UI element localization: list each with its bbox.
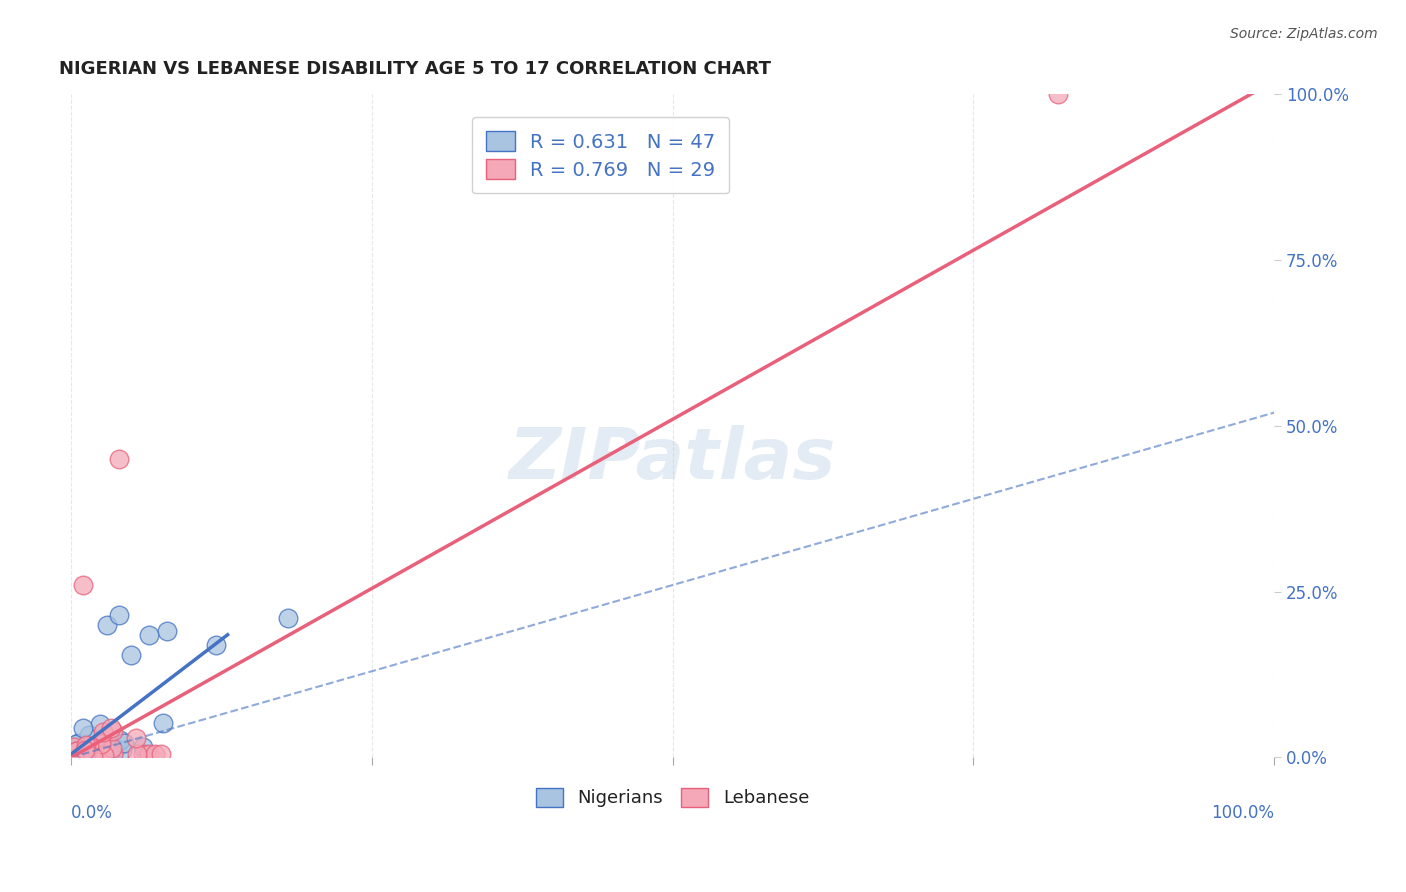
Point [66,750,89,764]
Point [110,743,132,757]
Point [66,743,89,757]
Legend: Nigerians, Lebanese: Nigerians, Lebanese [529,780,817,814]
Point [72,721,94,735]
Point [65,744,87,758]
Text: ZIPatlas: ZIPatlas [509,425,837,493]
Point [72,578,94,592]
Point [125,731,148,746]
Point [94,738,117,752]
Point [80,748,103,763]
Point [62,742,84,756]
Point [103,724,125,739]
Point [82,743,104,757]
Point [96,617,118,632]
Point [120,648,142,662]
Point [82,750,104,764]
Point [110,733,132,747]
Point [103,740,125,755]
Point [91,725,114,739]
Point [70,750,93,764]
Point [66,744,89,758]
Point [101,750,124,764]
Point [135,747,157,762]
Point [152,715,174,730]
Point [104,741,127,756]
Point [65,737,87,751]
Point [65,750,87,764]
Text: 100.0%: 100.0% [1211,804,1274,822]
Point [108,452,131,467]
Point [67,750,90,764]
Point [87,736,110,750]
Point [101,741,124,756]
Point [82,740,104,755]
Point [63,750,86,764]
Point [62,747,84,762]
Point [77,739,100,754]
Point [62,750,84,764]
Point [90,746,112,760]
Point [77,727,100,741]
Point [100,722,122,736]
Point [75,741,97,756]
Point [90,748,112,763]
Point [1046,87,1069,102]
Point [94,739,117,754]
Point [63,739,86,754]
Point [145,747,167,761]
Point [90,737,112,751]
Point [87,750,110,764]
Point [150,747,173,761]
Text: NIGERIAN VS LEBANESE DISABILITY AGE 5 TO 17 CORRELATION CHART: NIGERIAN VS LEBANESE DISABILITY AGE 5 TO… [59,60,772,78]
Point [112,736,135,750]
Point [132,740,155,755]
Point [66,736,89,750]
Point [97,747,120,761]
Point [63,750,86,764]
Point [73,743,96,757]
Point [204,638,226,652]
Point [156,624,179,639]
Point [83,750,105,764]
Point [108,607,131,622]
Point [127,747,149,761]
Point [62,750,84,764]
Point [98,750,121,764]
Point [77,750,100,764]
Point [89,717,111,731]
Point [277,611,299,625]
Point [89,745,111,759]
Text: 0.0%: 0.0% [72,804,112,822]
Point [63,745,86,759]
Point [138,747,160,761]
Point [93,750,115,764]
Point [132,747,155,761]
Point [82,750,104,764]
Point [75,738,97,752]
Point [138,628,160,642]
Point [91,750,114,764]
Point [103,747,125,761]
Point [70,749,93,764]
Point [93,748,115,763]
Point [67,750,90,764]
Text: Source: ZipAtlas.com: Source: ZipAtlas.com [1230,27,1378,41]
